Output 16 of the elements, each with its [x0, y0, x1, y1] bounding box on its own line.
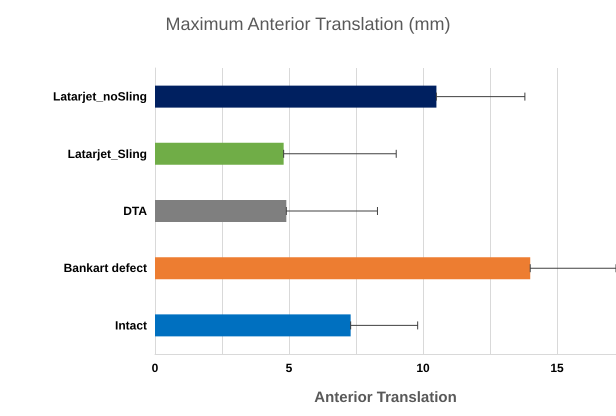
- x-tick-label: 0: [152, 361, 159, 375]
- bar: [155, 257, 530, 280]
- y-tick-label: Latarjet_noSling: [52, 90, 147, 104]
- bar: [155, 86, 436, 108]
- y-tick-label: Intact: [114, 318, 147, 332]
- y-tick-label: DTA: [123, 204, 148, 218]
- y-tick-label: Latarjet_Sling: [68, 146, 147, 161]
- chart-title: Maximum Anterior Translation (mm): [165, 14, 451, 34]
- bar: [155, 142, 284, 165]
- y-tick-label: Bankart defect: [64, 261, 147, 276]
- bar: [155, 200, 286, 222]
- bar: [155, 314, 351, 336]
- x-axis-title: Anterior Translation: [314, 389, 457, 406]
- x-tick-label: 10: [416, 361, 430, 375]
- x-tick-label: 5: [286, 361, 293, 375]
- x-tick-label: 15: [550, 361, 564, 375]
